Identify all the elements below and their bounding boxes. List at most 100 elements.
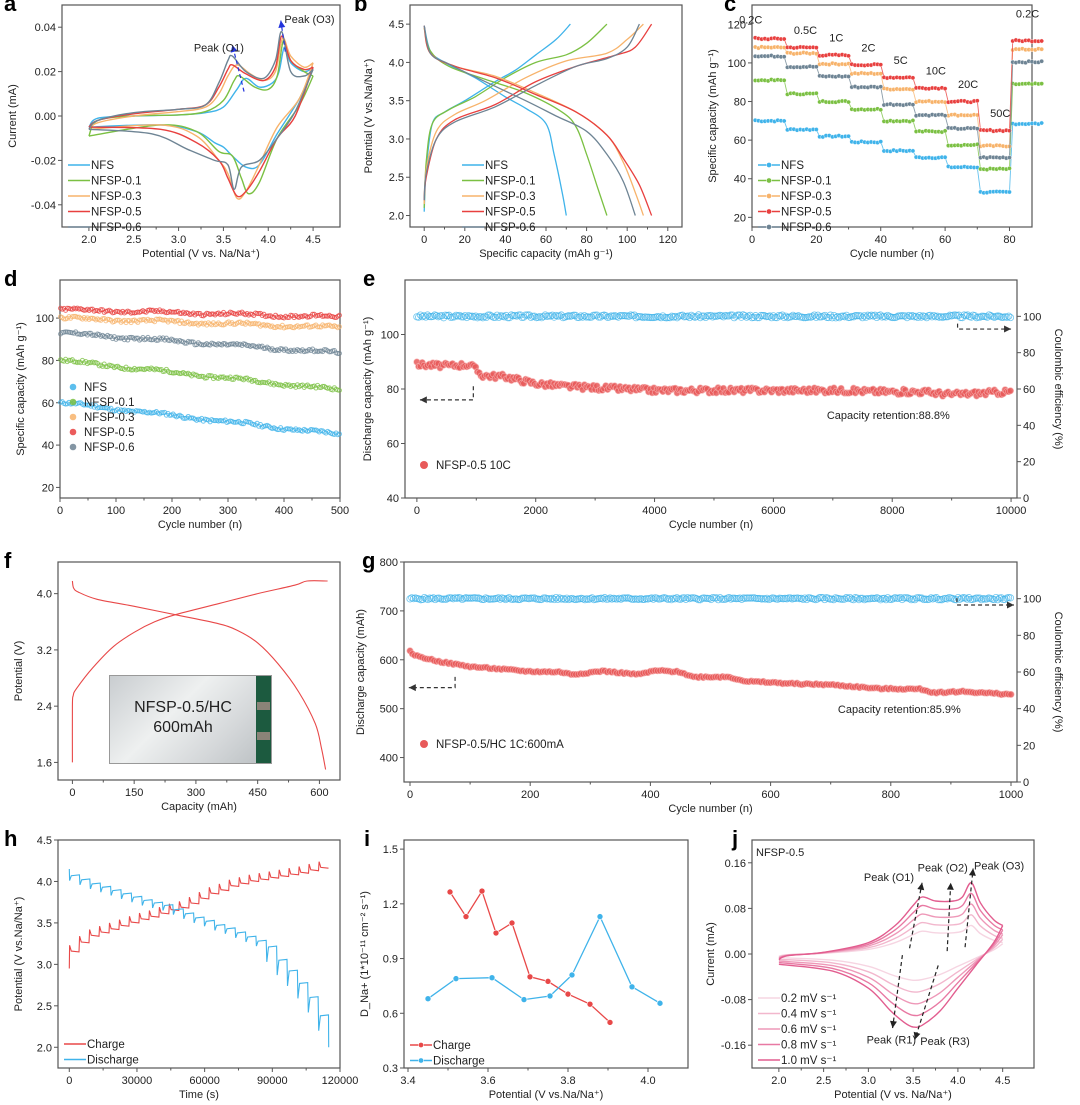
ce-point [889,595,897,603]
legend-marker [69,383,77,391]
dashed-arrow [908,882,923,949]
ce-point [516,311,524,319]
cv-anodic-NFSP-0.3 [88,37,314,130]
ce-point [860,312,868,320]
ce-point [424,595,432,604]
ce-point [716,594,724,602]
x-tick-label: 4.0 [950,1075,965,1087]
ce-point [911,596,919,604]
x-tick-label: 10000 [996,505,1027,517]
ce-point [754,594,762,603]
legend-label: NFSP-0.5 [781,207,832,219]
dashed-arrow [946,882,952,952]
y-tick-label: 3.5 [37,918,52,930]
legend-label: 1.0 mV s⁻¹ [781,1055,836,1067]
ce-point [729,594,737,602]
ce-point [714,596,722,604]
cycle-point-NFS [125,408,131,414]
discharge-curve [71,580,327,770]
y-tick-label: 600 [380,655,398,667]
arrow-head [913,1031,921,1040]
cycle-point-NFSP-0.5 [64,305,70,311]
ce-point [830,596,838,604]
ce-point [601,594,609,602]
cycle-point-NFSP-0.3 [100,316,106,322]
legend-marker [766,162,772,168]
legend-label: Charge [87,1039,125,1051]
cycle-point-NFSP-0.5 [98,307,104,313]
x-tick-label: 150 [125,787,143,799]
ce-point [630,311,638,319]
y-tick-label: 2.0 [37,1042,52,1054]
annotation-peak-o3: Peak (O3) [284,14,334,26]
ce-point [500,594,508,603]
y-axis-title: Potential (V vs.Na/Na⁺) [13,897,25,1012]
dashed-arrow [964,868,974,948]
ce-point [596,313,605,321]
ce-point [575,313,583,322]
ce-point [849,596,858,604]
ce-point [961,594,969,602]
y-tick-label: 2.5 [389,172,404,184]
ce-point [712,594,721,602]
ce-point [707,311,715,320]
annotation-peak-o1: Peak (O1) [864,872,914,884]
ce-point [718,312,726,320]
y2-tick-label: 60 [1023,667,1035,679]
legend-marker [418,1042,424,1048]
cycle-point-NFS [101,405,107,411]
y2-tick-label: 0 [1023,777,1029,789]
rate-label: 10C [926,65,946,77]
x-tick-label: 200 [163,505,181,517]
ce-point [472,312,480,320]
ce-point [513,312,521,320]
x-axis-title: Cycle number (n) [669,519,753,531]
diffusion-point [526,973,534,981]
cycle-point-NFSP-0.5 [195,310,201,316]
x-tick-label: 120000 [322,1075,359,1087]
ce-point [943,595,951,603]
rate-point [878,62,884,67]
rate-point [878,84,884,89]
diffusion-point [544,978,552,985]
ce-point [420,594,429,602]
legend-label: Discharge [87,1055,139,1067]
chart-a-cv-curves: 2.0 2.5 3.0 3.5 4.0 4.5 -0.04 -0.02 0.00 0.02 0.04… [4,0,341,260]
x-tick-label: 0 [69,787,75,799]
ce-point [774,595,782,603]
ce-point [494,594,502,602]
ce-point [952,596,960,604]
ce-point [755,314,763,322]
ce-point [422,313,430,321]
y-tick-label: -0.08 [721,995,746,1007]
cycle-point-NFSP-0.3 [137,317,143,323]
panel-label: g [362,548,375,573]
x-tick-label: 200 [521,789,539,801]
ce-point [496,595,504,603]
y-tick-label: 4.0 [37,876,52,888]
rate-point [781,78,787,83]
ce-point [815,594,823,602]
ce-point [990,595,998,604]
cv-cathodic-scan [778,934,1004,1005]
cycle-point-NFSP-0.5 [254,311,260,317]
ce-point [875,594,883,603]
y2-tick-label: 80 [1023,630,1035,642]
legend-marker [69,428,77,436]
charge-curve [71,580,328,763]
ce-point [632,314,640,322]
ce-point [918,594,926,602]
y2-tick-label: 80 [1023,348,1035,360]
legend-label: Discharge [433,1056,485,1068]
legend-label: 0.6 mV s⁻¹ [781,1024,836,1036]
ce-point [876,596,885,604]
ce-point [786,594,795,602]
y2-tick-label: 40 [1023,704,1035,716]
charge-curve-NFSP-0.3 [423,23,644,205]
rate-point [846,53,851,59]
y-tick-label: 1.5 [383,844,398,856]
ce-point [518,594,526,602]
ce-point [965,594,973,602]
legend-label: NFSP-0.6 [485,222,536,234]
